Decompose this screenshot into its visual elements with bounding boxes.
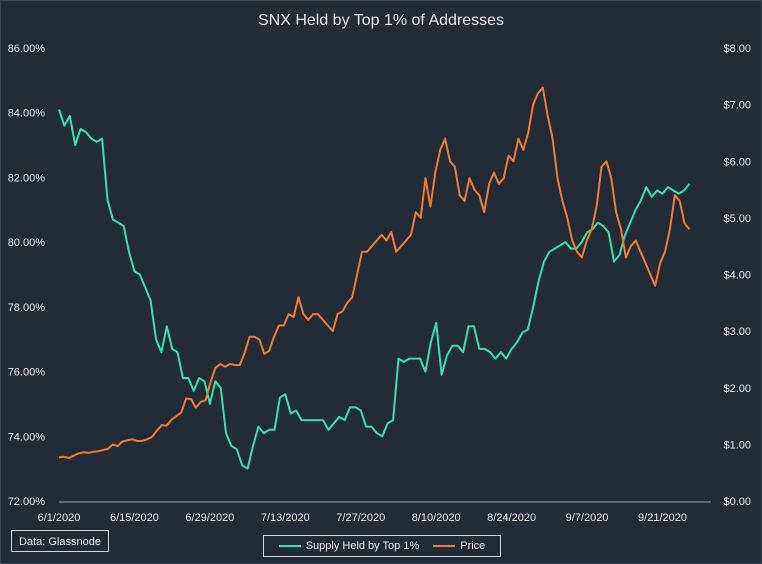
left-y-tick-label: 84.00%: [8, 108, 46, 120]
legend-swatch-supply: [278, 545, 301, 547]
series-layer: [58, 86, 691, 470]
left-y-tick-label: 72.00%: [8, 496, 46, 508]
right-y-tick-label: $0.00: [723, 496, 751, 508]
right-y-tick-label: $8.00: [723, 43, 751, 55]
source-note: Data: Glassnode: [11, 530, 109, 552]
x-axis-labels: 6/1/2020 6/15/2020 6/29/2020 7/13/2020 7/27/…: [38, 512, 687, 524]
x-tick-label: 6/29/2020: [185, 512, 234, 524]
x-tick-label: 8/24/2020: [487, 512, 536, 524]
right-y-tick-label: $7.00: [723, 100, 751, 112]
right-y-tick-label: $1.00: [723, 439, 751, 451]
x-tick-label: 7/27/2020: [336, 512, 385, 524]
left-y-tick-label: 82.00%: [8, 172, 46, 184]
right-y-tick-label: $4.00: [723, 270, 751, 282]
legend-item-supply: Supply Held by Top 1%: [278, 540, 420, 552]
x-tick-label: 8/10/2020: [412, 512, 461, 524]
right-y-tick-label: $2.00: [723, 383, 751, 395]
left-y-axis: 72.00% 74.00% 76.00% 78.00% 80.00% 82.00% 84.0…: [8, 43, 46, 508]
left-y-tick-label: 86.00%: [8, 43, 46, 55]
right-y-tick-label: $5.00: [723, 213, 751, 225]
left-y-tick-label: 78.00%: [8, 302, 46, 314]
left-y-tick-label: 80.00%: [8, 237, 46, 249]
x-tick-label: 9/7/2020: [566, 512, 609, 524]
legend-label-price: Price: [460, 540, 486, 552]
x-tick-label: 6/1/2020: [38, 512, 81, 524]
left-y-tick-label: 76.00%: [8, 367, 46, 379]
legend-item-price: Price: [433, 540, 485, 552]
right-y-axis: $0.00 $1.00 $2.00 $3.00 $4.00 $5.00 $6.00 $7.00…: [723, 43, 751, 508]
right-y-tick-label: $6.00: [723, 156, 751, 168]
chart-title: SNX Held by Top 1% of Addresses: [258, 12, 504, 29]
legend-label-supply: Supply Held by Top 1%: [305, 540, 420, 552]
series-line-supply: [58, 109, 691, 470]
right-y-tick-label: $3.00: [723, 326, 751, 338]
left-y-tick-label: 74.00%: [8, 431, 46, 443]
x-tick-label: 9/21/2020: [638, 512, 687, 524]
legend-swatch-price: [433, 545, 456, 547]
x-tick-label: 6/15/2020: [110, 512, 159, 524]
series-line-price: [58, 86, 691, 459]
chart-legend: Supply Held by Top 1% Price: [263, 535, 501, 557]
x-tick-label: 7/13/2020: [261, 512, 310, 524]
